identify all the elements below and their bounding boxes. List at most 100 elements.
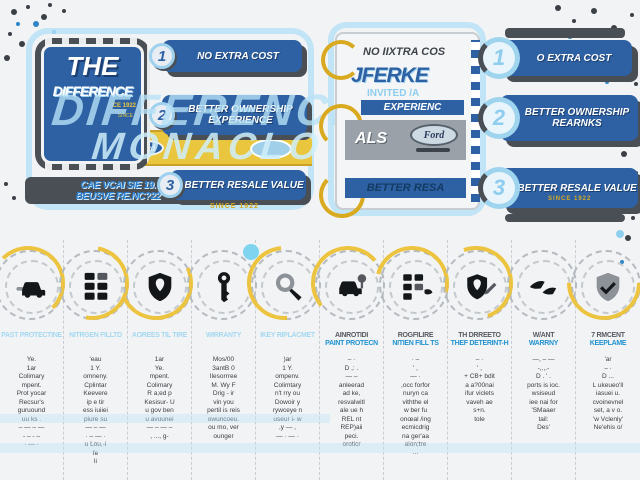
difference-card-right: NO IIXTRA COS JFERKE INVITED /A EXPERIEN…	[319, 32, 480, 218]
right-card-experience: EXPERIENC	[361, 100, 464, 115]
benefit-header: 7 RMCENT KEEPLAME	[590, 332, 627, 350]
ribbon-label: O EXTRA COST	[536, 52, 612, 64]
benefit-icon-circle	[39, 231, 144, 335]
right-card-brand-band: ALS Ford	[345, 120, 466, 160]
benefit-header-main: THEF DETERINT-H	[450, 340, 509, 347]
difference-card-left: THE DIFFERENCE CE 1922 SINCE	[35, 38, 150, 170]
badge-number: 2	[149, 102, 175, 128]
ford-logo-text: Ford	[423, 129, 445, 141]
benefit-body-text: Ye. 1ar Colimary mpent. Prot yocar Recsu…	[16, 356, 47, 448]
benefit-header-ghost: W/ANT	[532, 332, 555, 339]
benefit-column: AOREES TIL TIRE 1ar Ye. mpent. Colimary …	[108, 235, 203, 480]
tire-tread-icon	[84, 272, 107, 300]
badge-ownership: 2 BETTER OWNERSHIP EXPERIENCE	[149, 95, 307, 135]
ribbon-label: BETTER OWNERSHIP REARNKS	[524, 107, 630, 129]
benefit-header: AINROTIDI PAINT PROTECN	[325, 332, 378, 350]
badge-label: BETTER OWNERSHIP EXPERIENCE	[188, 104, 293, 126]
benefit-header: IKEY RIPLACMET	[260, 332, 315, 350]
benefit-header-main: WARRNY	[528, 340, 559, 347]
shield-check-icon	[596, 272, 620, 302]
benefit-header-main: WIRRANTY	[205, 332, 242, 339]
tagline-line1: CAE VCAI SIE 19.	[80, 179, 156, 191]
right-card-resale: BETTER RESA	[345, 178, 466, 198]
benefit-header-ghost: 7 RMCENT	[591, 332, 625, 339]
noise-dots-blue	[0, 0, 4, 4]
benefit-header: ROGFILIRE NITIEN FILL TS	[392, 332, 439, 350]
since-label: SINCE	[117, 113, 133, 119]
benefit-icon-circle	[360, 232, 463, 334]
badge-resale-since: SINCE 1922	[210, 203, 259, 210]
right-card-title: JFERKE	[351, 64, 429, 87]
magnifier-icon	[275, 273, 302, 301]
ford-logo: Ford	[410, 124, 458, 146]
right-card-no-extra: NO IIXTRA COS	[363, 46, 446, 58]
benefit-column: 7 RMCENT KEEPLAME 'ar – · D ... L ukeueo…	[551, 230, 640, 480]
ford-underline	[416, 148, 450, 152]
benefit-header-main: PAST PROTECTINE	[1, 332, 62, 339]
benefit-column: NITRGEN FILLTD 'eau 1 Y. omneny. Cplinta…	[39, 231, 144, 480]
benefit-header: AOREES TIL TIRE	[131, 332, 188, 350]
car-icon	[15, 282, 45, 298]
benefit-body-text: 'eau 1 Y. omneny. Cplintar Keevere ip e …	[83, 356, 108, 465]
benefit-header-ghost: ROGFILIRE	[397, 332, 434, 339]
car-key-icon	[338, 274, 366, 297]
right-card-invited: INVITED /A	[367, 88, 420, 99]
badge-label: NO EXTRA COST	[197, 50, 279, 62]
benefit-body-text: – · ' , + CB+ bdit a a?00nai ifur viclet…	[464, 356, 495, 423]
badge-number: 3	[157, 172, 183, 198]
shield-etch-icon	[466, 274, 496, 300]
noise-dots-dark	[0, 0, 4, 4]
leaf-keys-icon	[529, 281, 556, 295]
ribbon-no-extra-cost: 1 O EXTRA COST	[478, 37, 632, 79]
benefit-body-text: 'ar – · D ... L ukeueo'll iasuei u. cvoi…	[592, 356, 624, 431]
benefit-column: ROGFILIRE NITIEN FILL TS · – ' , — · ,oc…	[360, 232, 463, 480]
benefit-icon-circle	[551, 230, 640, 336]
benefit-header-ghost: AINROTIDI	[334, 332, 369, 339]
ring-1-icon	[321, 40, 361, 80]
benefit-header-main: KEEPLAME	[589, 340, 627, 347]
ribbon-ownership: 2 BETTER OWNERSHIP REARNKS	[478, 95, 638, 141]
benefit-column: W/ANT WARRNY —, – — -,.,.- D . ' . ports…	[506, 240, 577, 480]
benefit-header-main: AOREES TIL TIRE	[131, 332, 188, 339]
ribbon-shadow-top	[505, 28, 625, 38]
ribbon-resale-since: SINCE 1922	[548, 196, 592, 202]
benefit-body-text: )ar 1 Y. ompenv. Colimtary n't rry ou Do…	[272, 356, 303, 440]
benefit-column: TH DRREETO THEF DETERINT-H – · ' , + CB+…	[426, 233, 525, 480]
ford-ghost-oval	[250, 139, 292, 159]
benefit-body-text: · – ' , — · ,occ forfor nuryn ca viththe…	[400, 356, 431, 457]
benefit-body-text: 1ar Ye. mpent. Colimary R a;ed p Kesisur…	[144, 356, 175, 440]
tire-leaf-icon	[402, 274, 432, 300]
benefit-header: PAST PROTECTINE	[1, 332, 62, 350]
benefit-icon-circle	[426, 233, 525, 333]
card-title-difference: DIFFERENCE	[52, 83, 133, 99]
benefits-row: PAST PROTECTINE Ye. 1ar Colimary mpent. …	[0, 230, 640, 480]
benefit-header: W/ANT WARRNY	[528, 332, 559, 350]
ribbon-shadow-bottom	[505, 214, 625, 222]
right-card-als: ALS	[355, 130, 387, 147]
benefit-header: NITRGEN FILLTD	[69, 332, 122, 350]
benefit-body-text: Mos/00 3antB 0 Ilesorrree M. Wy F Drig -…	[207, 356, 240, 440]
benefit-header: WIRRANTY	[205, 332, 242, 350]
ribbon-resale-value: 3 BETTER RESALE VALUE	[478, 167, 638, 209]
benefit-header-main: NITIEN FILL TS	[392, 340, 439, 347]
swirl-number: 1	[478, 37, 520, 79]
badge-number: 1	[149, 43, 175, 69]
shield-icon	[148, 272, 171, 302]
benefit-header-main: IKEY RIPLACMET	[260, 332, 315, 339]
tagline-line2: BEUSVE RE.NC?22	[75, 190, 161, 202]
benefit-header-main: NITRGEN FILLTD	[69, 332, 122, 339]
key-icon	[217, 272, 230, 303]
benefit-body-text: —, – — -,.,.- D . ' . ports is ioc. wsis…	[527, 356, 560, 431]
swirl-number: 2	[478, 97, 520, 139]
benefit-header: TH DRREETO THEF DETERINT-H	[451, 332, 509, 350]
card-title-the: THE	[66, 51, 119, 81]
benefit-header-main: PAINT PROTECN	[325, 340, 378, 347]
ribbon-label: BETTER RESALE VALUE	[517, 182, 637, 194]
benefit-column: WIRRANTY Mos/00 3antB 0 Ilesorrree M. Wy…	[186, 240, 259, 480]
badge-label: BETTER RESALE VALUE	[184, 179, 304, 191]
benefit-column: IKEY RIPLACMET )ar 1 Y. ompenv. Colimtar…	[231, 230, 336, 480]
badge-resale-value: 3 BETTER RESALE VALUE	[157, 170, 306, 200]
since-year: CE 1922	[112, 103, 136, 109]
badge-no-extra-cost: 1 NO EXTRA COST	[149, 40, 302, 72]
